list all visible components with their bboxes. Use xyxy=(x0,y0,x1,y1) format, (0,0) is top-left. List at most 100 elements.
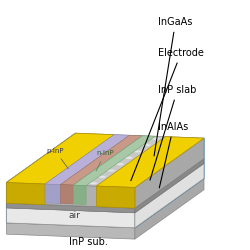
Text: n-InP: n-InP xyxy=(96,150,114,171)
Polygon shape xyxy=(6,208,135,228)
Ellipse shape xyxy=(78,161,86,164)
Ellipse shape xyxy=(98,176,106,178)
Text: InP slab: InP slab xyxy=(150,84,197,180)
Ellipse shape xyxy=(21,172,29,175)
Polygon shape xyxy=(6,158,204,213)
Ellipse shape xyxy=(94,169,102,171)
Ellipse shape xyxy=(100,136,108,138)
Polygon shape xyxy=(6,203,135,213)
Ellipse shape xyxy=(95,149,104,151)
Ellipse shape xyxy=(125,156,133,159)
Text: InAlAs: InAlAs xyxy=(158,122,188,188)
Ellipse shape xyxy=(103,162,111,165)
Ellipse shape xyxy=(163,158,172,161)
Polygon shape xyxy=(6,133,75,223)
Ellipse shape xyxy=(152,138,160,140)
Ellipse shape xyxy=(25,180,33,182)
Ellipse shape xyxy=(38,180,46,182)
Ellipse shape xyxy=(12,179,20,182)
Text: p-InP: p-InP xyxy=(46,148,68,169)
Ellipse shape xyxy=(137,177,145,180)
Ellipse shape xyxy=(64,181,72,184)
Ellipse shape xyxy=(68,168,77,170)
Ellipse shape xyxy=(172,152,180,154)
Ellipse shape xyxy=(78,141,87,144)
Ellipse shape xyxy=(121,150,129,152)
Text: InGaAs: InGaAs xyxy=(154,17,193,156)
Ellipse shape xyxy=(61,154,69,157)
Polygon shape xyxy=(6,223,135,239)
Ellipse shape xyxy=(133,170,141,173)
Ellipse shape xyxy=(60,174,68,177)
Polygon shape xyxy=(135,159,204,213)
Ellipse shape xyxy=(129,163,137,166)
Ellipse shape xyxy=(34,173,42,176)
Ellipse shape xyxy=(43,167,51,170)
Ellipse shape xyxy=(52,160,60,163)
Ellipse shape xyxy=(90,162,98,164)
Ellipse shape xyxy=(130,143,138,146)
Polygon shape xyxy=(6,182,45,205)
Ellipse shape xyxy=(82,168,90,171)
Ellipse shape xyxy=(146,150,155,153)
Polygon shape xyxy=(73,185,86,204)
Text: Electrode: Electrode xyxy=(131,48,204,181)
Text: air: air xyxy=(68,211,80,220)
Polygon shape xyxy=(6,133,114,184)
Ellipse shape xyxy=(89,182,98,184)
Ellipse shape xyxy=(112,156,120,159)
Ellipse shape xyxy=(116,163,124,166)
Ellipse shape xyxy=(99,156,108,158)
Ellipse shape xyxy=(142,164,150,166)
Ellipse shape xyxy=(91,142,100,144)
Ellipse shape xyxy=(39,160,47,162)
Ellipse shape xyxy=(70,148,78,150)
Ellipse shape xyxy=(107,169,115,172)
Polygon shape xyxy=(96,137,204,188)
Ellipse shape xyxy=(138,157,146,160)
Ellipse shape xyxy=(111,176,119,179)
Ellipse shape xyxy=(150,158,159,160)
Ellipse shape xyxy=(120,170,128,172)
Ellipse shape xyxy=(128,183,136,186)
Ellipse shape xyxy=(168,145,176,148)
Ellipse shape xyxy=(164,138,172,140)
Polygon shape xyxy=(60,185,73,204)
Ellipse shape xyxy=(146,171,154,173)
Ellipse shape xyxy=(181,145,189,148)
Polygon shape xyxy=(96,186,135,208)
Ellipse shape xyxy=(126,136,134,139)
Ellipse shape xyxy=(66,141,74,144)
Ellipse shape xyxy=(85,175,94,178)
Polygon shape xyxy=(6,133,204,188)
Ellipse shape xyxy=(108,149,116,152)
Ellipse shape xyxy=(87,135,96,138)
Polygon shape xyxy=(60,135,142,185)
Ellipse shape xyxy=(102,182,110,185)
Ellipse shape xyxy=(64,161,73,164)
Ellipse shape xyxy=(124,176,132,179)
Polygon shape xyxy=(6,154,204,208)
Ellipse shape xyxy=(117,143,125,146)
Ellipse shape xyxy=(74,134,83,137)
Ellipse shape xyxy=(115,183,123,186)
Polygon shape xyxy=(73,136,155,186)
Text: InP sub.: InP sub. xyxy=(68,237,108,247)
Polygon shape xyxy=(135,164,204,228)
Polygon shape xyxy=(6,174,204,228)
Polygon shape xyxy=(45,184,60,204)
Ellipse shape xyxy=(104,142,112,145)
Ellipse shape xyxy=(190,139,198,141)
Ellipse shape xyxy=(76,181,85,184)
Polygon shape xyxy=(45,135,130,185)
Polygon shape xyxy=(135,178,204,239)
Ellipse shape xyxy=(177,138,186,141)
Ellipse shape xyxy=(160,151,168,154)
Ellipse shape xyxy=(154,164,163,167)
Polygon shape xyxy=(6,182,135,208)
Ellipse shape xyxy=(113,136,121,138)
Ellipse shape xyxy=(86,155,94,158)
Ellipse shape xyxy=(48,154,56,156)
Polygon shape xyxy=(135,138,204,208)
Polygon shape xyxy=(135,138,204,228)
